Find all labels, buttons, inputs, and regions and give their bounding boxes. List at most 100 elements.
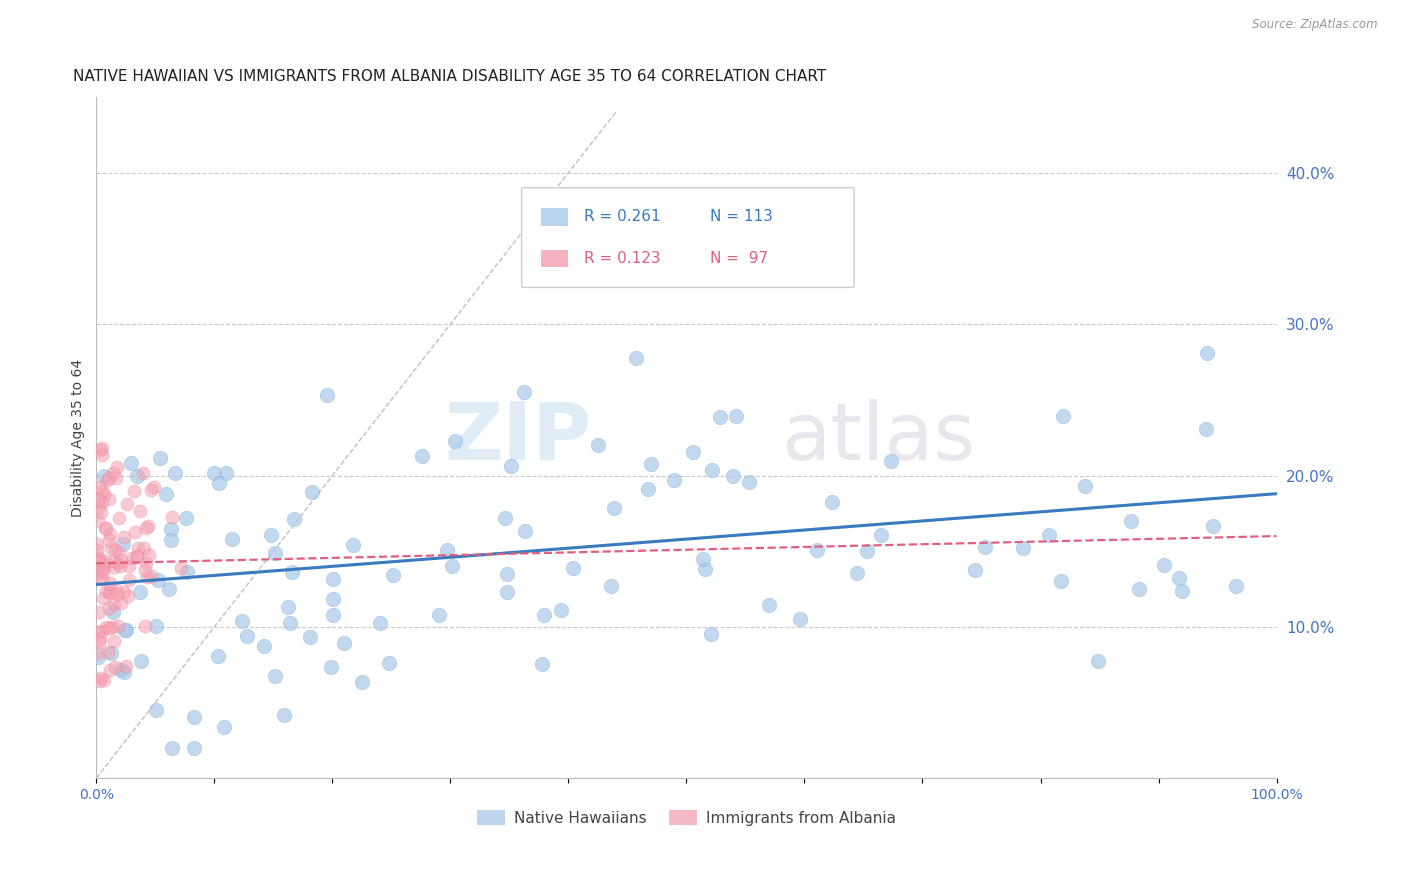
Point (214, 719, 236, 733)
Point (91, 565, 114, 579)
Point (721, 468, 744, 483)
Point (183, 741, 205, 756)
Point (692, 552, 714, 566)
Point (98, 663, 121, 677)
Point (381, 567, 404, 582)
Point (640, 457, 662, 471)
Point (586, 438, 609, 452)
Point (135, 557, 157, 571)
Point (160, 509, 183, 524)
Point (821, 495, 844, 509)
Point (94, 520, 117, 534)
Point (127, 541, 149, 556)
Point (315, 387, 337, 401)
Point (118, 573, 141, 587)
Point (695, 562, 717, 576)
Point (856, 543, 879, 558)
Point (90, 441, 112, 455)
Point (494, 511, 516, 525)
Point (1171, 584, 1194, 599)
Point (117, 590, 139, 604)
Point (90, 448, 112, 462)
Point (533, 607, 555, 622)
Point (129, 504, 152, 518)
Point (208, 475, 231, 490)
Point (89, 632, 111, 646)
Point (513, 384, 536, 399)
Point (146, 573, 169, 587)
Point (87, 673, 110, 688)
Point (89, 500, 111, 514)
Point (108, 510, 131, 524)
Point (1168, 571, 1191, 585)
Point (789, 612, 811, 626)
Point (98, 527, 121, 541)
Point (273, 708, 295, 723)
Point (221, 532, 243, 546)
Point (122, 483, 145, 498)
Point (98, 470, 121, 484)
Point (170, 561, 193, 575)
Point (281, 565, 304, 579)
Text: R = 0.261: R = 0.261 (585, 210, 661, 225)
Point (440, 559, 463, 574)
Point (87, 605, 110, 619)
Point (145, 619, 167, 633)
Point (94, 620, 117, 634)
Point (108, 559, 131, 574)
Point (115, 497, 138, 511)
Point (125, 549, 148, 564)
Point (97, 601, 120, 615)
Point (963, 563, 986, 577)
Point (662, 473, 685, 487)
Point (89, 634, 111, 648)
Point (207, 649, 229, 664)
Point (1087, 654, 1109, 668)
Point (91, 624, 114, 639)
Point (103, 542, 125, 557)
Point (149, 451, 172, 466)
Point (93, 554, 115, 568)
Point (98, 533, 121, 547)
Point (96, 474, 118, 488)
Point (118, 558, 141, 573)
Point (100, 585, 122, 599)
Point (86, 567, 108, 582)
Point (120, 456, 142, 470)
Y-axis label: Disability Age 35 to 64: Disability Age 35 to 64 (72, 359, 86, 516)
Point (93, 469, 115, 483)
Point (90, 563, 112, 577)
Point (136, 519, 159, 533)
Point (411, 449, 433, 463)
Point (132, 541, 155, 556)
Point (86, 543, 108, 558)
Point (160, 741, 183, 756)
Point (973, 540, 995, 554)
Point (496, 566, 519, 581)
Point (94, 584, 117, 599)
Point (202, 467, 225, 481)
Point (602, 501, 624, 516)
Point (112, 585, 135, 599)
Text: N =  97: N = 97 (710, 251, 768, 266)
Point (134, 563, 156, 577)
Point (277, 599, 299, 614)
Point (86, 512, 108, 526)
Point (141, 483, 163, 498)
Point (160, 522, 183, 536)
Point (97, 491, 120, 506)
Point (427, 607, 450, 622)
Point (103, 660, 125, 674)
Point (138, 548, 160, 562)
Point (100, 541, 122, 556)
Text: Source: ZipAtlas.com: Source: ZipAtlas.com (1253, 18, 1378, 31)
Point (176, 565, 198, 579)
Point (496, 585, 519, 599)
Point (436, 543, 458, 558)
Point (114, 624, 136, 638)
Point (1153, 558, 1175, 573)
Point (86, 646, 108, 660)
Point (110, 596, 132, 610)
Point (263, 546, 285, 560)
Point (135, 521, 157, 535)
